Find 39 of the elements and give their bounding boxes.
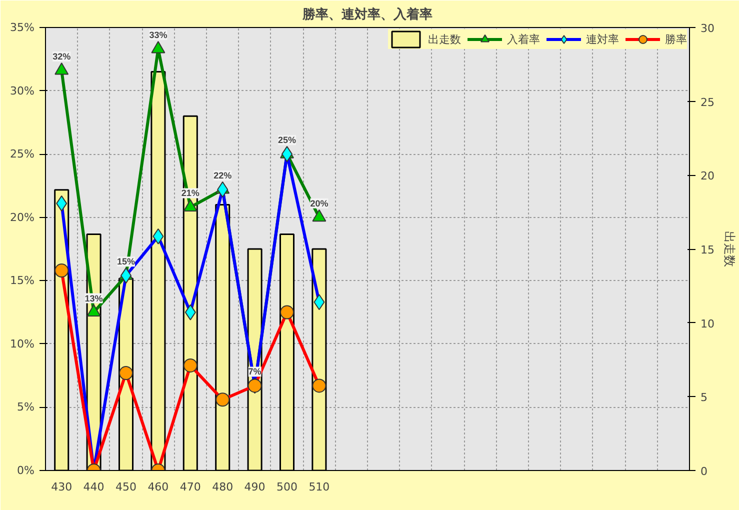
data-label: 22% — [214, 170, 232, 181]
data-label: 13% — [84, 293, 103, 304]
y-tick-label: 10% — [10, 337, 35, 350]
data-label: 7% — [248, 366, 262, 377]
y-tick-label: 20% — [10, 210, 35, 224]
x-tick-label: 510 — [308, 480, 330, 494]
y-tick-label: 30% — [10, 84, 35, 98]
y-tick-label: 25% — [10, 148, 35, 161]
legend-label: 入着率 — [507, 32, 540, 46]
data-label: 32% — [52, 52, 71, 62]
data-label: 33% — [149, 30, 168, 40]
x-tick-label: 460 — [148, 480, 169, 494]
data-label: 25% — [278, 135, 296, 146]
y2-tick-label: 25 — [700, 96, 714, 109]
y2-tick-label: 0 — [700, 465, 708, 478]
x-tick-label: 500 — [276, 480, 298, 494]
x-tick-label: 480 — [212, 480, 234, 494]
legend-label: 勝率 — [665, 32, 687, 46]
y2-tick-label: 30 — [700, 22, 714, 35]
y2-tick-label: 20 — [700, 170, 714, 183]
x-tick-label: 450 — [116, 480, 136, 494]
legend-label: 出走数 — [428, 32, 461, 46]
data-label: 21% — [181, 188, 200, 198]
y-tick-label: 5% — [17, 400, 34, 414]
y2-tick-label: 15 — [700, 244, 714, 256]
data-label: 15% — [116, 256, 136, 267]
x-tick-label: 490 — [244, 480, 266, 494]
y-tick-label: 0% — [17, 464, 34, 477]
chart-title: 勝率、連対率、入着率 — [302, 6, 432, 22]
x-tick-label: 470 — [180, 480, 201, 494]
y2-axis-title: 出走数 — [722, 231, 736, 267]
data-label: 20% — [310, 198, 328, 208]
y-tick-label: 15% — [10, 274, 35, 288]
y2-tick-label: 10 — [700, 317, 714, 330]
legend-label: 連対率 — [586, 32, 619, 46]
y2-tick-label: 5 — [700, 391, 708, 404]
x-tick-label: 430 — [51, 480, 72, 494]
y-tick-label: 35% — [10, 21, 35, 34]
x-tick-label: 440 — [83, 480, 104, 494]
